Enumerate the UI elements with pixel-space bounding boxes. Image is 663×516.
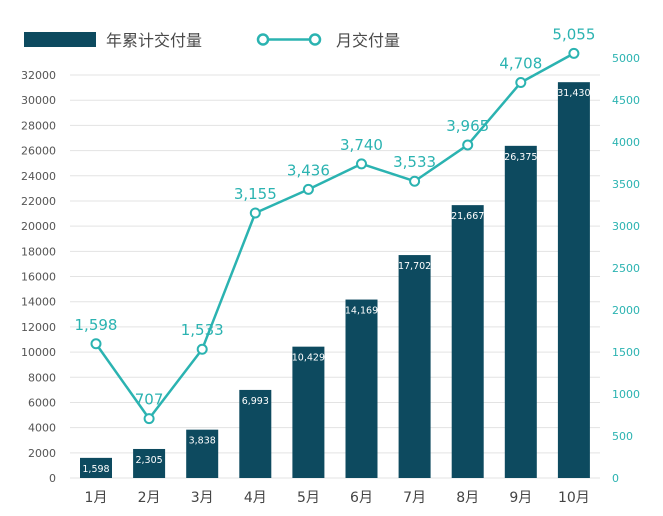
bar [557,82,590,478]
x-tick-label: 1月 [85,490,108,506]
bar-value-label: 31,430 [557,88,590,99]
bar [292,346,325,478]
bar [186,429,219,478]
line-value-label: 3,533 [393,153,436,171]
y-left-tick-label: 10000 [21,346,56,359]
y-right-tick-label: 5000 [612,52,640,65]
bar [504,145,537,478]
y-right-tick-label: 4500 [612,94,640,107]
line-series-monthly: 1,598 707 1,533 3,155 3,436 3,740 3,533 3,965 4,… [75,25,595,425]
legend-swatch-bar [24,32,96,47]
line-point [515,77,527,89]
bar [239,389,272,478]
line-point [462,139,474,151]
bar-value-label: 10,429 [292,353,325,364]
bar-value-label: 2,305 [135,455,162,466]
line-value-label: 707 [135,391,164,409]
line-value-label: 1,533 [181,321,224,339]
y-right-tick-label: 1500 [612,346,640,359]
line-point [409,175,421,187]
x-tick-label: 4月 [244,490,267,506]
bar-value-label: 26,375 [504,152,537,163]
y-left-tick-label: 26000 [21,145,56,158]
bar-series-cumulative: 1,598 2,305 3,838 6,993 10,429 14,169 17,702 21… [80,82,591,478]
x-tick-label: 10月 [558,490,590,506]
line-point [196,343,208,355]
line-value-label: 3,740 [340,136,383,154]
bar [80,457,112,478]
x-axis: 1月 2月 3月 4月 5月 6月 7月 8月 9月 10月 [85,490,590,506]
line-point [143,413,155,425]
y-right-tick-label: 1000 [612,388,640,401]
y-left-tick-label: 18000 [21,245,56,258]
bar-value-label: 21,667 [451,211,484,222]
y-left-tick-label: 20000 [21,220,56,233]
line-value-label: 3,155 [234,185,277,203]
x-tick-label: 8月 [456,490,479,506]
y-left-tick-label: 32000 [21,69,56,82]
bar-value-label: 1,598 [82,464,109,475]
line-value-label: 1,598 [75,316,118,334]
line-value-label: 3,965 [446,117,489,135]
y-left-tick-label: 8000 [28,371,56,384]
x-tick-label: 2月 [138,490,161,506]
y-left-tick-label: 14000 [21,296,56,309]
legend-marker-line-right [308,33,322,46]
y-axis-right: 0 500 1000 1500 2000 2500 3000 3500 4000 4500 5000 [612,52,640,485]
y-right-tick-label: 3500 [612,178,640,191]
x-tick-label: 3月 [191,490,214,506]
line-point [249,207,261,219]
y-right-tick-label: 0 [612,472,619,485]
legend-label-bar: 年累计交付量 [106,31,202,50]
line-value-label: 5,055 [552,25,595,43]
legend: 年累计交付量 月交付量 [24,31,400,50]
y-left-tick-label: 28000 [21,119,56,132]
bar-value-label: 6,993 [242,396,269,407]
y-left-tick-label: 22000 [21,195,56,208]
y-axis-left: 0 2000 4000 6000 8000 10000 12000 14000 16000 180… [21,69,56,485]
legend-marker-line-left [256,33,270,46]
bar [133,448,166,478]
y-right-tick-label: 2000 [612,304,640,317]
y-left-tick-label: 24000 [21,170,56,183]
line-value-label: 3,436 [287,161,330,179]
line-value-label: 4,708 [499,55,542,73]
line-point [568,47,580,59]
y-left-tick-label: 4000 [28,422,56,435]
y-right-tick-label: 3000 [612,220,640,233]
y-right-tick-label: 500 [612,430,633,443]
y-left-tick-label: 30000 [21,94,56,107]
bar [451,205,484,478]
line-point [356,158,367,170]
legend-label-line: 月交付量 [336,31,400,50]
bar-value-label: 3,838 [189,436,216,447]
y-left-tick-label: 6000 [28,396,56,409]
bar [398,255,431,478]
y-left-tick-label: 2000 [28,447,56,460]
x-tick-label: 9月 [509,490,532,506]
y-left-tick-label: 12000 [21,321,56,334]
x-tick-label: 5月 [297,490,320,506]
x-tick-label: 7月 [403,490,426,506]
y-left-tick-label: 16000 [21,271,56,284]
y-right-tick-label: 4000 [612,136,640,149]
line-point [302,183,314,195]
line-path [94,52,575,420]
y-right-tick-label: 2500 [612,262,640,275]
line-point [90,338,102,350]
bar-value-label: 17,702 [398,261,431,272]
bar-value-label: 14,169 [345,306,378,317]
y-left-tick-label: 0 [49,472,56,485]
bar [345,299,378,478]
x-tick-label: 6月 [350,490,373,506]
